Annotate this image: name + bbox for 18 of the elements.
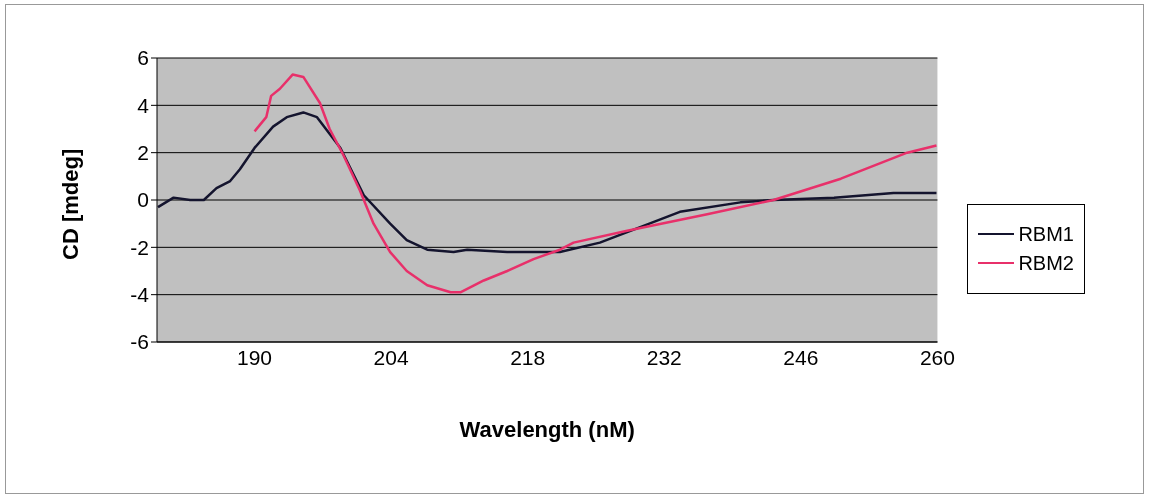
y-tick-label: -2 — [130, 235, 149, 259]
x-tick-label: 204 — [373, 345, 409, 369]
y-tick-label: -4 — [130, 283, 150, 307]
y-axis-title: CD [mdeg] — [57, 148, 83, 260]
x-tick-label: 260 — [919, 345, 955, 369]
x-tick-label: 218 — [510, 345, 546, 369]
legend-label: RBM1 — [1018, 222, 1074, 246]
line-series — [253, 73, 938, 294]
x-tick-label: 190 — [237, 345, 273, 369]
x-tick-label: 232 — [646, 345, 682, 369]
y-tick-label: 2 — [137, 141, 149, 165]
y-tick-label: 0 — [137, 188, 149, 212]
y-tick-label: -6 — [130, 330, 149, 354]
x-axis-title: Wavelength (nM) — [459, 417, 635, 442]
y-tick-label: 4 — [137, 93, 150, 117]
x-tick-label: 246 — [783, 345, 819, 369]
y-tick-label: 6 — [137, 46, 149, 70]
legend-label: RBM2 — [1018, 251, 1074, 275]
